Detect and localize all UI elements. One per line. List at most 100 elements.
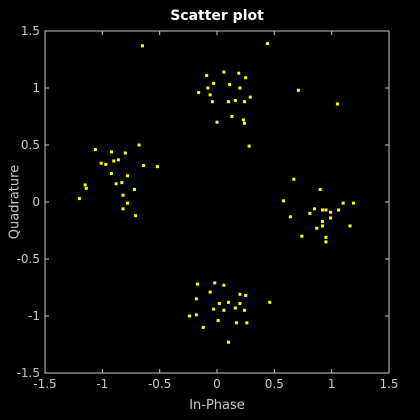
point: [123, 151, 127, 155]
point: [296, 88, 300, 92]
point: [226, 100, 230, 104]
point: [300, 234, 304, 238]
x-tick-label: 0: [213, 377, 221, 391]
x-tick-label: 1.5: [379, 377, 398, 391]
point: [222, 70, 226, 74]
point: [243, 308, 247, 312]
point: [208, 290, 212, 294]
point: [216, 319, 220, 323]
point: [110, 172, 114, 175]
point: [312, 207, 316, 211]
y-tick-label: 1.5: [21, 24, 40, 38]
point: [126, 201, 130, 205]
y-tick-label: 0.5: [21, 138, 40, 152]
point: [132, 187, 136, 191]
point: [320, 208, 324, 212]
x-tick-label: 0.5: [265, 377, 284, 391]
point: [238, 301, 242, 305]
point: [213, 281, 217, 285]
point: [114, 182, 118, 186]
point: [116, 158, 120, 162]
chart-title: Scatter plot: [170, 8, 264, 24]
point: [292, 177, 296, 181]
point: [121, 207, 125, 211]
point: [205, 73, 209, 77]
y-tick-label: 0: [32, 195, 40, 209]
point: [234, 321, 238, 325]
point: [187, 314, 191, 318]
point: [265, 42, 269, 46]
point: [315, 226, 319, 230]
point: [351, 201, 355, 205]
point: [320, 219, 324, 223]
point: [194, 297, 198, 301]
y-tick-label: -1: [28, 309, 40, 323]
point: [228, 83, 232, 87]
point: [320, 224, 324, 228]
point: [245, 321, 249, 325]
point: [104, 162, 108, 166]
point: [210, 100, 214, 104]
point: [201, 325, 205, 329]
point: [226, 340, 230, 344]
point: [120, 181, 124, 185]
point: [217, 301, 221, 305]
point: [212, 307, 216, 311]
point: [83, 183, 87, 187]
y-tick-label: -1.5: [17, 366, 40, 380]
point: [329, 210, 333, 214]
point: [244, 293, 248, 297]
point: [208, 93, 212, 97]
point: [324, 208, 328, 212]
point: [126, 174, 130, 178]
point: [341, 201, 345, 205]
point: [93, 148, 97, 152]
point: [282, 199, 286, 203]
point: [237, 71, 241, 75]
point: [99, 161, 103, 165]
point: [194, 313, 198, 317]
point: [226, 300, 230, 304]
x-tick-label: -1.5: [33, 377, 56, 391]
y-tick-label: 1: [32, 81, 40, 95]
point: [155, 165, 159, 169]
point: [110, 150, 114, 154]
point: [247, 144, 251, 148]
point: [112, 159, 116, 163]
point: [268, 300, 272, 304]
point: [288, 215, 292, 219]
point: [244, 76, 248, 80]
point: [206, 86, 210, 90]
point: [241, 118, 245, 122]
point: [197, 91, 201, 95]
y-axis-label: Quadrature: [8, 165, 23, 239]
point: [230, 115, 234, 118]
point: [243, 121, 247, 125]
point: [137, 143, 141, 147]
point: [222, 308, 226, 312]
point: [238, 86, 242, 90]
point: [318, 187, 322, 191]
point: [77, 197, 81, 201]
point: [121, 193, 125, 197]
point: [243, 100, 247, 104]
point: [233, 99, 237, 103]
plot-area: [44, 30, 390, 374]
point: [329, 216, 333, 220]
point: [84, 186, 88, 190]
point: [238, 292, 242, 296]
point: [215, 120, 219, 124]
point: [212, 81, 216, 85]
point: [142, 164, 146, 168]
point: [248, 95, 252, 99]
y-tick-label: -0.5: [17, 252, 40, 266]
point: [233, 306, 237, 310]
x-tick-label: -0.5: [148, 377, 171, 391]
point: [324, 240, 328, 244]
x-tick-label: 1: [328, 377, 336, 391]
point: [348, 224, 352, 228]
point: [140, 44, 144, 48]
point: [196, 282, 200, 286]
